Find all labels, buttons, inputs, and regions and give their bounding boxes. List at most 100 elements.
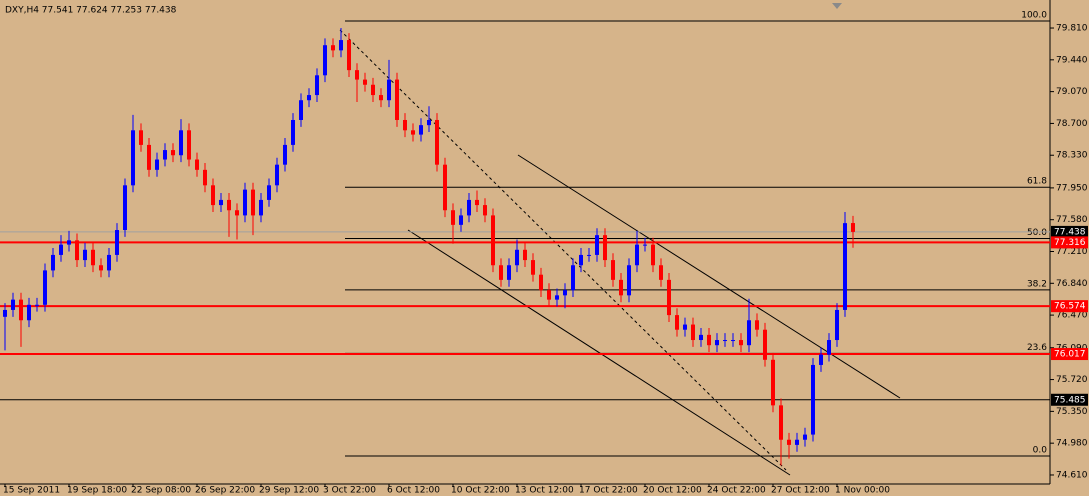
candle-body bbox=[475, 199, 479, 206]
candle-body bbox=[531, 260, 535, 275]
candle-body bbox=[435, 119, 439, 165]
candle-body bbox=[651, 244, 655, 266]
fib-label: 23.6 bbox=[1027, 343, 1047, 353]
x-tick-label: 29 Sep 12:00 bbox=[259, 486, 319, 496]
candle-body bbox=[603, 235, 607, 261]
candle-body bbox=[107, 254, 111, 271]
candle-body bbox=[787, 439, 791, 445]
x-tick-label: 19 Sep 18:00 bbox=[67, 486, 127, 496]
candle-body bbox=[579, 254, 583, 266]
level-label: 75.485 bbox=[1054, 395, 1086, 405]
x-tick-label: 22 Sep 08:00 bbox=[131, 486, 191, 496]
x-tick-label: 6 Oct 12:00 bbox=[387, 486, 440, 496]
candle-body bbox=[403, 119, 407, 131]
fib-label: 100.0 bbox=[1021, 11, 1047, 21]
candle-body bbox=[691, 324, 695, 341]
level-label-box bbox=[1051, 300, 1088, 313]
candle-body bbox=[523, 249, 527, 261]
candle-body bbox=[291, 119, 295, 145]
level-label: 77.438 bbox=[1054, 227, 1086, 237]
candle-body bbox=[563, 290, 567, 296]
candle-body bbox=[411, 130, 415, 135]
candle-body bbox=[555, 295, 559, 300]
x-tick-label: 3 Oct 22:00 bbox=[323, 486, 376, 496]
y-tick-label: 76.470 bbox=[1056, 311, 1088, 321]
candle-body bbox=[779, 405, 783, 440]
candle-body bbox=[323, 45, 327, 76]
candle-body bbox=[419, 125, 423, 135]
candle-body bbox=[843, 223, 847, 310]
candle-body bbox=[315, 75, 319, 96]
level-label-box bbox=[1051, 236, 1088, 249]
candle-body bbox=[331, 45, 335, 51]
candle-body bbox=[803, 434, 807, 440]
y-tick-label: 77.580 bbox=[1056, 215, 1088, 225]
candle-body bbox=[611, 260, 615, 280]
y-tick-label: 75.350 bbox=[1056, 407, 1088, 417]
chart-title: DXY,H4 77.541 77.624 77.253 77.438 bbox=[5, 6, 177, 16]
channel-lower bbox=[407, 229, 791, 476]
candle-body bbox=[259, 199, 263, 216]
candle-body bbox=[723, 340, 727, 342]
candle-body bbox=[539, 274, 543, 291]
level-label-box bbox=[1051, 393, 1088, 406]
candle-body bbox=[163, 150, 167, 160]
candle-body bbox=[819, 354, 823, 365]
candle-body bbox=[387, 79, 391, 101]
candle-body bbox=[355, 70, 359, 80]
fib-label: 50.0 bbox=[1027, 228, 1047, 238]
level-label: 76.574 bbox=[1054, 302, 1086, 312]
candle-body bbox=[131, 130, 135, 186]
candle-body bbox=[27, 304, 31, 321]
candle-body bbox=[515, 249, 519, 266]
candle-body bbox=[731, 340, 735, 342]
candle-body bbox=[363, 79, 367, 85]
candle-body bbox=[763, 329, 767, 360]
x-tick-label: 10 Oct 22:00 bbox=[451, 486, 510, 496]
candle-body bbox=[507, 265, 511, 280]
candle-body bbox=[627, 265, 631, 296]
channel-upper bbox=[517, 154, 901, 399]
trendline-dashed bbox=[339, 29, 787, 471]
candle-body bbox=[483, 205, 487, 216]
candle-body bbox=[3, 309, 7, 317]
candle-body bbox=[227, 199, 231, 211]
candle-body bbox=[571, 265, 575, 291]
candle-body bbox=[307, 95, 311, 101]
candle-body bbox=[195, 159, 199, 170]
candle-body bbox=[371, 84, 375, 96]
candle-body bbox=[707, 334, 711, 346]
candle-body bbox=[155, 159, 159, 170]
y-tick-label: 77.210 bbox=[1056, 247, 1088, 257]
candle-body bbox=[75, 240, 79, 261]
candle-body bbox=[771, 359, 775, 406]
candle-body bbox=[467, 199, 471, 216]
candle-body bbox=[643, 244, 647, 246]
x-tick-label: 17 Oct 22:00 bbox=[579, 486, 638, 496]
candle-body bbox=[211, 185, 215, 206]
candle-body bbox=[51, 254, 55, 271]
y-tick-label: 79.440 bbox=[1056, 55, 1088, 65]
candle-body bbox=[83, 249, 87, 261]
candle-body bbox=[339, 40, 343, 51]
candle-body bbox=[587, 254, 591, 256]
y-tick-label: 74.610 bbox=[1056, 470, 1088, 480]
candle-body bbox=[635, 244, 639, 266]
candle-body bbox=[91, 249, 95, 266]
x-tick-label: 24 Oct 22:00 bbox=[707, 486, 766, 496]
x-tick-label: 13 Oct 12:00 bbox=[515, 486, 574, 496]
candle-body bbox=[43, 270, 47, 305]
x-tick-label: 26 Sep 22:00 bbox=[195, 486, 255, 496]
candle-body bbox=[795, 439, 799, 445]
fib-label: 38.2 bbox=[1027, 279, 1047, 289]
shift-marker bbox=[832, 3, 842, 9]
candle-body bbox=[811, 364, 815, 435]
candle-body bbox=[659, 265, 663, 280]
candle-body bbox=[667, 279, 671, 316]
candle-body bbox=[851, 223, 855, 232]
candle-body bbox=[739, 340, 743, 346]
candle-body bbox=[99, 265, 103, 271]
candle-body bbox=[491, 215, 495, 266]
candle-body bbox=[243, 189, 247, 216]
y-tick-label: 77.950 bbox=[1056, 183, 1088, 193]
